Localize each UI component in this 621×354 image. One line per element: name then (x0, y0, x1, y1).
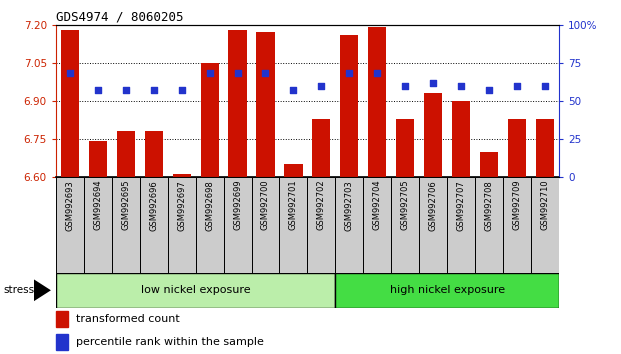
Point (120, 87, 130, 93)
Bar (531, 177, 559, 273)
Bar (252, 177, 279, 273)
Text: GSM992707: GSM992707 (456, 180, 466, 230)
Text: GSM992697: GSM992697 (177, 180, 186, 230)
Point (428, 80, 438, 85)
Bar (201, 63, 219, 177)
Point (344, 71, 354, 76)
Point (93, 87, 102, 93)
Bar (279, 177, 307, 273)
Bar (447, 177, 475, 273)
Point (260, 71, 270, 76)
Bar (363, 177, 391, 273)
Text: GSM992706: GSM992706 (428, 180, 438, 230)
Bar (229, 30, 247, 177)
Point (512, 83, 522, 88)
Bar (117, 131, 135, 177)
Text: GSM992696: GSM992696 (149, 180, 158, 230)
Text: GSM992704: GSM992704 (373, 180, 382, 230)
Bar (335, 273, 559, 308)
Bar (56, 334, 68, 350)
Text: GSM992703: GSM992703 (345, 180, 354, 230)
Text: GSM992698: GSM992698 (205, 180, 214, 230)
Text: low nickel exposure: low nickel exposure (141, 285, 250, 295)
Bar (307, 177, 335, 273)
Bar (89, 142, 107, 177)
Text: GSM992694: GSM992694 (93, 180, 102, 230)
Point (540, 83, 550, 88)
Text: GSM992705: GSM992705 (401, 180, 410, 230)
Bar (424, 93, 442, 177)
Bar (312, 119, 330, 177)
Point (65, 71, 75, 76)
Bar (196, 177, 224, 273)
Point (373, 71, 383, 76)
Point (149, 87, 159, 93)
Bar (536, 119, 554, 177)
Point (316, 83, 327, 88)
Point (204, 71, 215, 76)
Bar (368, 27, 386, 177)
Bar (56, 273, 335, 308)
Bar (396, 119, 414, 177)
Text: GDS4974 / 8060205: GDS4974 / 8060205 (56, 11, 183, 24)
Bar (56, 177, 84, 273)
Bar (503, 177, 531, 273)
Bar (84, 177, 112, 273)
Polygon shape (34, 279, 51, 302)
Text: high nickel exposure: high nickel exposure (389, 285, 505, 295)
Text: GSM992702: GSM992702 (317, 180, 326, 230)
Bar (340, 35, 358, 177)
Point (176, 87, 186, 93)
Bar (391, 177, 419, 273)
Point (400, 83, 410, 88)
Bar (480, 152, 498, 177)
Bar (224, 177, 252, 273)
Bar (168, 177, 196, 273)
Bar (56, 311, 68, 327)
Text: GSM992695: GSM992695 (121, 180, 130, 230)
Point (456, 83, 466, 88)
Bar (112, 177, 140, 273)
Bar (140, 177, 168, 273)
Bar (508, 119, 526, 177)
Bar (284, 164, 302, 177)
Text: GSM992700: GSM992700 (261, 180, 270, 230)
Text: GSM992709: GSM992709 (512, 180, 522, 230)
Point (288, 87, 298, 93)
Text: GSM992699: GSM992699 (233, 180, 242, 230)
Bar (256, 32, 274, 177)
Bar (452, 101, 470, 177)
Text: GSM992693: GSM992693 (65, 180, 75, 230)
Point (484, 87, 494, 93)
Bar (419, 177, 447, 273)
Bar (145, 131, 163, 177)
Point (232, 71, 242, 76)
Text: GSM992710: GSM992710 (540, 180, 550, 230)
Bar (335, 177, 363, 273)
Text: GSM992708: GSM992708 (484, 180, 494, 230)
Text: stress: stress (3, 285, 34, 295)
Bar (475, 177, 503, 273)
Text: transformed count: transformed count (76, 314, 179, 324)
Bar (173, 175, 191, 177)
Text: GSM992701: GSM992701 (289, 180, 298, 230)
Text: percentile rank within the sample: percentile rank within the sample (76, 337, 263, 347)
Bar (61, 30, 79, 177)
